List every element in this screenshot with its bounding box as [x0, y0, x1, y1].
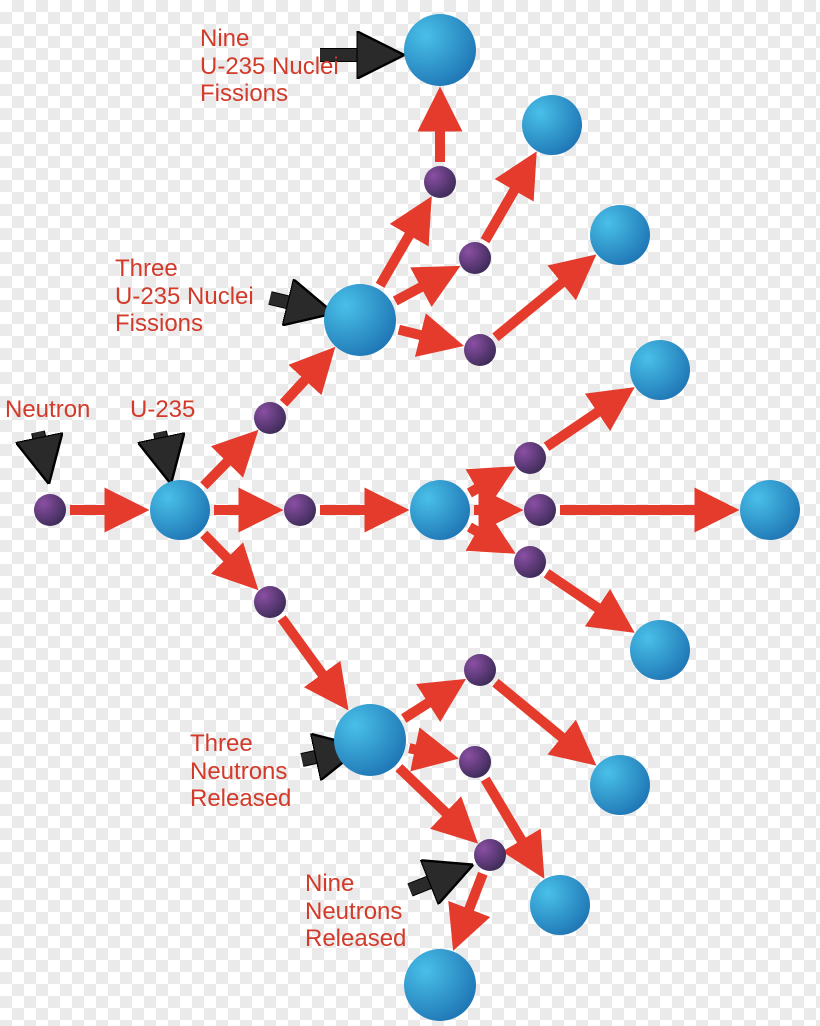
neutron-n2a2 — [459, 242, 491, 274]
lbl-three-neutrons: Three Neutrons Released — [190, 730, 291, 813]
red-arrow — [282, 618, 341, 699]
neutron-n0 — [34, 494, 66, 526]
red-arrow — [409, 748, 445, 756]
red-arrow — [469, 527, 504, 547]
neutron-n2b1 — [514, 442, 546, 474]
red-arrow — [495, 683, 586, 757]
nucleus-u1c — [334, 704, 406, 776]
nucleus-u1a — [324, 284, 396, 356]
nucleus-u2b1 — [630, 340, 690, 400]
lbl-neutron: Neutron — [5, 396, 90, 424]
neutrons-group — [34, 166, 556, 871]
red-arrow — [284, 357, 327, 403]
red-arrow — [380, 208, 425, 285]
lbl-nine-neutrons: Nine Neutrons Released — [305, 870, 406, 953]
nucleus-u2a2 — [522, 95, 582, 155]
red-arrow — [547, 395, 624, 447]
red-arrow — [404, 686, 455, 718]
ba-neutron — [38, 432, 46, 470]
lbl-three-fissions: Three U-235 Nuclei Fissions — [115, 255, 254, 338]
neutron-n2a3 — [464, 334, 496, 366]
nucleus-u2c1 — [590, 755, 650, 815]
red-arrow — [458, 874, 483, 939]
svg-layer — [0, 0, 820, 1026]
neutron-n1c — [254, 586, 286, 618]
red-arrow — [204, 439, 249, 485]
nucleus-u0 — [150, 480, 210, 540]
ba-u235 — [160, 432, 168, 470]
lbl-nine-fissions: Nine U-235 Nuclei Fissions — [200, 25, 339, 108]
nucleus-u2c2 — [530, 875, 590, 935]
neutron-n2c1 — [464, 654, 496, 686]
neutron-n2a1 — [424, 166, 456, 198]
neutron-n1b — [284, 494, 316, 526]
red-arrow — [204, 534, 249, 580]
diagram-canvas: { "colors": { "label_text": "#d23a2a", "… — [0, 0, 820, 1026]
lbl-u235: U-235 — [130, 396, 195, 424]
red-arrow — [495, 263, 586, 337]
red-arrow — [485, 163, 530, 241]
nucleus-u2c3 — [404, 949, 476, 1021]
nucleus-u2b3 — [630, 620, 690, 680]
nuclei-group — [150, 14, 800, 1021]
neutron-n2b2 — [524, 494, 556, 526]
neutron-n1a — [254, 402, 286, 434]
neutron-n2c2 — [459, 746, 491, 778]
nucleus-u2b2 — [740, 480, 800, 540]
red-arrow — [469, 473, 504, 493]
neutron-n2b3 — [514, 546, 546, 578]
red-arrow — [395, 272, 448, 301]
nucleus-u2a3 — [590, 205, 650, 265]
ba-three-fissions — [270, 298, 320, 310]
red-arrow — [399, 768, 468, 835]
red-arrow — [399, 330, 451, 343]
nucleus-u2a1 — [404, 14, 476, 86]
neutron-n2c3 — [474, 839, 506, 871]
red-arrow — [547, 573, 624, 625]
nucleus-u1b — [410, 480, 470, 540]
